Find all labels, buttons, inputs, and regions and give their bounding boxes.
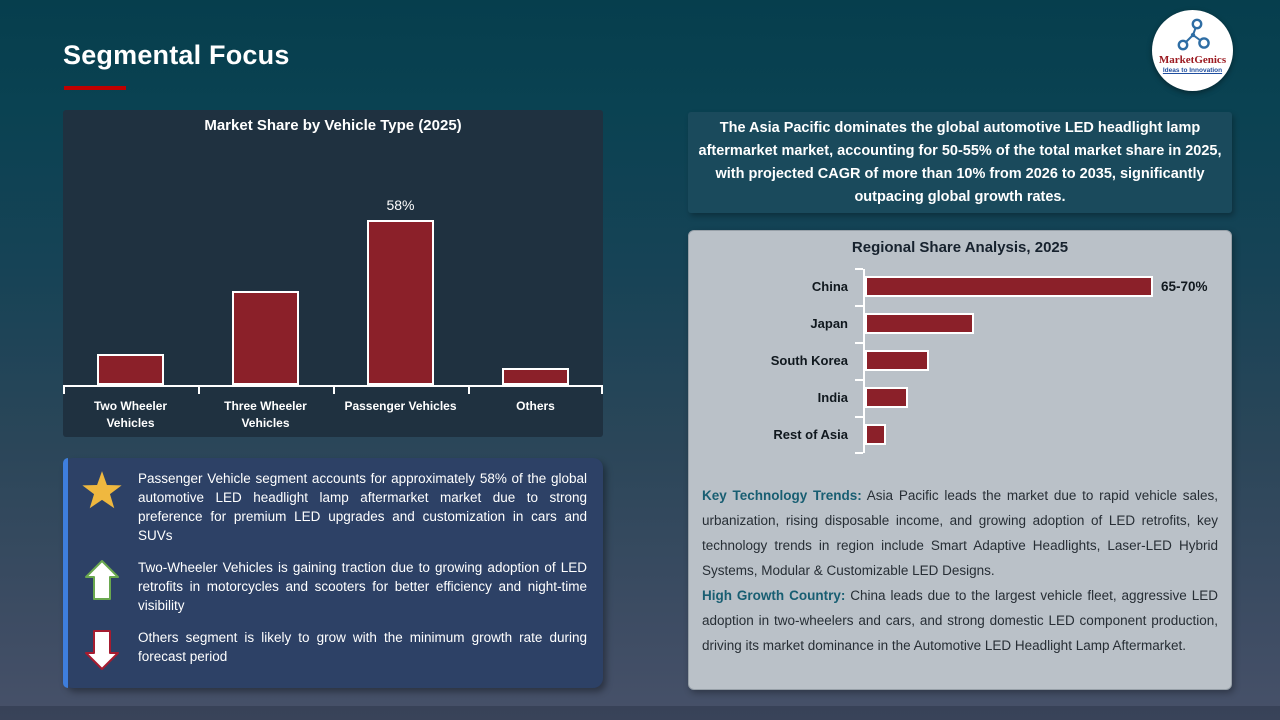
logo-tagline: Ideas to Innovation bbox=[1162, 67, 1223, 74]
regional-chart-plot: China 65-70% Japan South Korea India Res… bbox=[689, 268, 1231, 458]
bar-row-china: China 65-70% bbox=[689, 268, 1231, 305]
high-growth-country-text: China leads due to the largest vehicle f… bbox=[702, 588, 1218, 653]
axis-tick bbox=[468, 387, 470, 394]
bar-value-label: 58% bbox=[386, 197, 415, 213]
key-technology-trends-paragraph: Key Technology Trends: Asia Pacific lead… bbox=[702, 483, 1218, 583]
asia-pacific-highlight-text: The Asia Pacific dominates the global au… bbox=[698, 119, 1222, 205]
bar-column-two-wheeler bbox=[63, 110, 198, 385]
title-underline bbox=[64, 86, 126, 90]
high-growth-country-paragraph: High Growth Country: China leads due to … bbox=[702, 583, 1218, 658]
regional-chart-title: Regional Share Analysis, 2025 bbox=[851, 239, 1069, 256]
bar-three-wheeler bbox=[232, 291, 299, 385]
x-axis-line bbox=[63, 385, 603, 387]
bar-column-three-wheeler bbox=[198, 110, 333, 385]
bar-value-label: 65-70% bbox=[1161, 279, 1208, 294]
list-item: Others segment is likely to grow with th… bbox=[79, 628, 591, 671]
segment-insights-box: Passenger Vehicle segment accounts for a… bbox=[63, 458, 603, 688]
axis-tick bbox=[855, 416, 863, 418]
category-label: Rest of Asia bbox=[773, 427, 848, 442]
logo-name: MarketGenics bbox=[1158, 54, 1227, 66]
bar-column-others bbox=[468, 110, 603, 385]
key-technology-trends-label: Key Technology Trends: bbox=[702, 488, 862, 503]
axis-tick bbox=[198, 387, 200, 394]
asia-pacific-highlight-box: The Asia Pacific dominates the global au… bbox=[688, 112, 1232, 213]
vehicle-chart-plot: 58% bbox=[63, 110, 603, 385]
category-label: Three Wheeler Vehicles bbox=[198, 398, 333, 432]
marketgenics-logo: MarketGenics Ideas to Innovation bbox=[1152, 10, 1233, 91]
bar-south-korea bbox=[865, 350, 929, 371]
category-label: India bbox=[817, 390, 848, 405]
key-technology-trends-text: Asia Pacific leads the market due to rap… bbox=[702, 488, 1218, 578]
accent-stripe bbox=[63, 458, 68, 688]
page-title: Segmental Focus bbox=[63, 40, 290, 70]
list-item: Two-Wheeler Vehicles is gaining traction… bbox=[79, 558, 591, 615]
high-growth-country-label: High Growth Country: bbox=[702, 588, 846, 603]
category-label-text: Passenger Vehicles bbox=[344, 399, 457, 413]
bar-two-wheeler bbox=[97, 354, 164, 385]
x-axis-labels: Two Wheeler Vehicles Three Wheeler Vehic… bbox=[63, 398, 603, 432]
bar-india bbox=[865, 387, 908, 408]
category-label: Others bbox=[468, 398, 603, 432]
axis-tick bbox=[333, 387, 335, 394]
axis-tick bbox=[855, 268, 863, 270]
axis-tick bbox=[855, 342, 863, 344]
insight-text: Others segment is likely to grow with th… bbox=[138, 630, 587, 664]
regional-share-panel: Regional Share Analysis, 2025 China 65-7… bbox=[688, 230, 1232, 690]
up-arrow-icon bbox=[79, 558, 125, 615]
category-label: Japan bbox=[810, 316, 848, 331]
bar-row-rest-of-asia: Rest of Asia bbox=[689, 416, 1231, 453]
list-item: Passenger Vehicle segment accounts for a… bbox=[79, 469, 591, 545]
category-label: Passenger Vehicles bbox=[333, 398, 468, 432]
category-label-text: Two Wheeler Vehicles bbox=[93, 399, 168, 430]
axis-tick bbox=[601, 387, 603, 394]
vehicle-chart-panel: Market Share by Vehicle Type (2025) 58% bbox=[63, 110, 603, 437]
category-label: Two Wheeler Vehicles bbox=[63, 398, 198, 432]
bottom-band bbox=[0, 706, 1280, 720]
bar-passenger-vehicles bbox=[367, 220, 434, 385]
axis-tick bbox=[63, 387, 65, 394]
vehicle-chart-title: Market Share by Vehicle Type (2025) bbox=[204, 117, 462, 134]
category-label: China bbox=[811, 279, 848, 294]
bar-row-india: India bbox=[689, 379, 1231, 416]
category-label: South Korea bbox=[770, 353, 848, 368]
bar-row-south-korea: South Korea bbox=[689, 342, 1231, 379]
axis-tick bbox=[855, 379, 863, 381]
bar-column-passenger: 58% bbox=[333, 110, 468, 385]
category-label-text: Others bbox=[516, 399, 555, 413]
regional-commentary: Key Technology Trends: Asia Pacific lead… bbox=[702, 483, 1218, 658]
insight-list: Passenger Vehicle segment accounts for a… bbox=[63, 458, 603, 679]
bar-others bbox=[502, 368, 569, 385]
bar-row-japan: Japan bbox=[689, 305, 1231, 342]
down-arrow-icon bbox=[79, 628, 125, 671]
axis-tick bbox=[855, 305, 863, 307]
axis-tick bbox=[855, 452, 863, 454]
category-label-text: Three Wheeler Vehicles bbox=[224, 399, 307, 430]
bar-japan bbox=[865, 313, 974, 334]
insight-text: Two-Wheeler Vehicles is gaining traction… bbox=[138, 560, 587, 613]
y-axis-line bbox=[863, 269, 865, 453]
bar-rest-of-asia bbox=[865, 424, 886, 445]
bar-china bbox=[865, 276, 1153, 297]
insight-text: Passenger Vehicle segment accounts for a… bbox=[138, 471, 587, 543]
star-icon bbox=[79, 469, 125, 545]
molecule-icon bbox=[1177, 18, 1210, 51]
